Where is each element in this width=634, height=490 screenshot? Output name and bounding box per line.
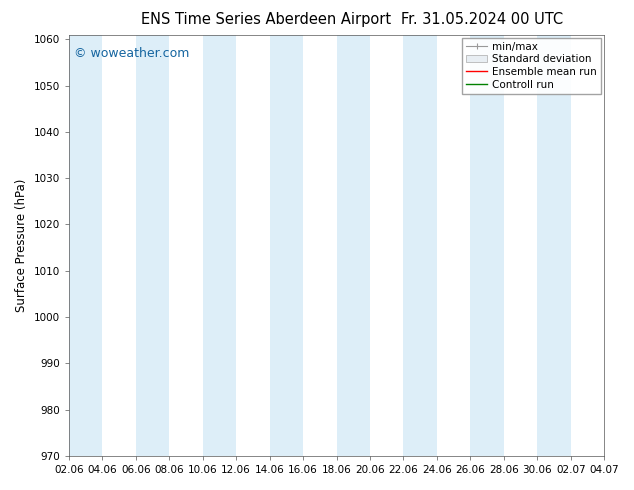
Bar bbox=[203, 35, 236, 456]
Y-axis label: Surface Pressure (hPa): Surface Pressure (hPa) bbox=[15, 178, 28, 312]
Text: Fr. 31.05.2024 00 UTC: Fr. 31.05.2024 00 UTC bbox=[401, 12, 563, 27]
Text: © woweather.com: © woweather.com bbox=[74, 47, 190, 60]
Text: ENS Time Series Aberdeen Airport: ENS Time Series Aberdeen Airport bbox=[141, 12, 391, 27]
Bar bbox=[69, 35, 102, 456]
Legend: min/max, Standard deviation, Ensemble mean run, Controll run: min/max, Standard deviation, Ensemble me… bbox=[462, 38, 601, 94]
Bar bbox=[136, 35, 169, 456]
Bar bbox=[337, 35, 370, 456]
Bar bbox=[403, 35, 437, 456]
Bar bbox=[470, 35, 504, 456]
Bar bbox=[269, 35, 303, 456]
Bar bbox=[537, 35, 571, 456]
